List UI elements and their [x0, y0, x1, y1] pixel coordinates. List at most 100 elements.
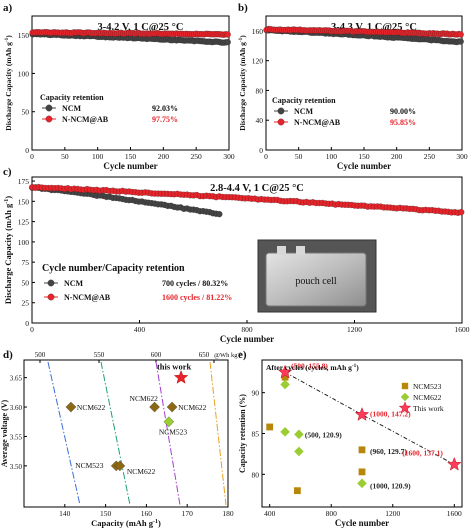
y-axis-label: Capacity retention (%): [238, 394, 247, 473]
legend-name: N-NCM@AB: [64, 293, 111, 302]
x-tick-label: 800: [241, 325, 253, 334]
x-tick-label: 800: [326, 509, 338, 518]
legend-marker: [277, 107, 285, 115]
inset-label: pouch cell: [295, 276, 337, 287]
series-n-ncm-ab: [263, 25, 464, 38]
y-tick-label: 0: [25, 319, 29, 328]
y-tick-label: 85: [252, 430, 260, 439]
iso-energy-line: [47, 361, 81, 506]
series-n-ncm-ab: [29, 183, 465, 216]
x-tick-label: 150: [100, 509, 112, 518]
y-tick-label: 50: [22, 108, 30, 117]
point-marker: [114, 460, 126, 472]
point-label: NCM622: [178, 403, 207, 412]
y-tick-label: 80: [256, 86, 264, 95]
data-annotation: (1000, 147.2): [370, 410, 411, 419]
x-tick-label: 1600: [447, 509, 462, 518]
ncm622-marker: [280, 379, 290, 390]
y-axis-label: Discharge Capacity (mAh g-1): [3, 196, 13, 304]
legend-value: 700 cycles / 80.32%: [162, 279, 228, 288]
x-tick-label: 50: [295, 152, 303, 161]
iso-energy-line: [209, 361, 227, 506]
y-tick-label: 100: [18, 69, 30, 78]
x-tick-label: 1200: [347, 325, 362, 334]
legend-title: After cycles (cycles, mAh g-1): [266, 363, 359, 372]
ncm622-marker: [294, 446, 304, 457]
point-marker: [166, 401, 178, 413]
panel-letter: e): [238, 349, 247, 361]
legend-title: Capacity retention: [272, 96, 336, 105]
ncm622-marker: [294, 429, 304, 440]
legend-name: NCM: [294, 107, 314, 116]
data-point: [457, 38, 464, 45]
panel-b: b) 0 50 100 150 200 250 300 0 40 80 120 160 Cycle num…: [238, 2, 468, 171]
y-tick-label: 0: [25, 146, 29, 155]
x-tick-label: 1600: [455, 325, 470, 334]
legend-marker: [47, 279, 55, 287]
y-axis-label: Average voltage (V): [0, 399, 9, 467]
legend-marker: [45, 104, 53, 112]
pouch-tab: [277, 246, 286, 255]
point-marker: [163, 416, 175, 428]
x-tick-label: 250: [424, 152, 436, 161]
y-axis-label: Discharge Capacity (mAh g-1): [238, 35, 247, 131]
legend-marker: [47, 293, 55, 301]
ncm523-marker: [358, 446, 366, 454]
legend-title: Cycle number/Capacity retention: [42, 263, 185, 274]
ncm622-marker: [280, 427, 290, 437]
x-tick-label: 180: [222, 509, 234, 518]
x-axis-label: Cycle number: [335, 518, 389, 528]
x-tick-label: 50: [61, 152, 69, 161]
x-tick-label: 100: [326, 152, 338, 161]
legend-value: 95.85%: [390, 118, 416, 127]
legend-value: 90.00%: [390, 107, 416, 116]
x-tick-label: 140: [59, 509, 71, 518]
iso-energy-line: [100, 361, 131, 506]
data-annotation: (960, 129.7): [370, 447, 407, 456]
legend-name: NCM: [62, 104, 82, 113]
legend-title: Capacity retention: [40, 93, 104, 102]
data-point: [224, 39, 231, 46]
y-tick-label: 150: [18, 31, 30, 40]
y-tick-label: 0: [259, 146, 263, 155]
legend-value: 97.75%: [152, 115, 178, 124]
pouch-tab: [296, 246, 305, 255]
x-tick-label: 150: [358, 152, 370, 161]
top-tick-label: 550: [94, 351, 105, 359]
ncm622-marker: [357, 478, 367, 489]
top-tick-label: 650: [199, 351, 210, 359]
y-axis-label: Discharge Capacity (mAh g-1): [4, 35, 13, 131]
y-tick-label: 50: [22, 278, 30, 287]
data-annotation: (1600, 137.1): [402, 449, 443, 458]
y-tick-label: 120: [252, 57, 264, 66]
x-tick-label: 300: [223, 152, 235, 161]
x-tick-label: 250: [191, 152, 203, 161]
panel-title: 3-4.2 V, 1 C@25 °C: [98, 22, 184, 33]
x-axis-label: Capacity (mAh g-1): [91, 518, 161, 528]
y-tick-label: 100: [18, 238, 30, 247]
x-axis-label: Cycle number: [220, 334, 274, 344]
x-tick-label: 200: [391, 152, 403, 161]
data-point: [458, 209, 465, 216]
panel-title: 2.8-4.4 V, 1 C@25 °C: [210, 183, 304, 194]
x-tick-label: 1200: [385, 509, 400, 518]
panel-letter: d): [3, 349, 13, 361]
y-tick-label: 25: [22, 299, 30, 308]
plot-frame: [23, 359, 229, 508]
y-tick-label: 3.55: [10, 433, 23, 441]
ncm523-marker: [266, 423, 274, 431]
pouch-cell-body: [265, 252, 367, 307]
x-tick-label: 400: [134, 325, 146, 334]
y-tick-label: 3.65: [10, 375, 23, 383]
legend-marker: [398, 401, 412, 414]
legend-name: NCM: [64, 279, 84, 288]
y-tick-label: 75: [22, 258, 30, 267]
series-n-ncm-ab: [29, 29, 231, 38]
x-tick-label: 200: [158, 152, 170, 161]
pouch-cell-inset: pouch cell: [257, 239, 377, 313]
x-tick-label: 300: [456, 152, 468, 161]
panel-c: c) 0 400 800 1200 1600 0 25 50 75 100 125 150 175 Cycl…: [3, 166, 470, 344]
data-point: [457, 31, 464, 38]
legend-name: NCM622: [413, 393, 442, 402]
